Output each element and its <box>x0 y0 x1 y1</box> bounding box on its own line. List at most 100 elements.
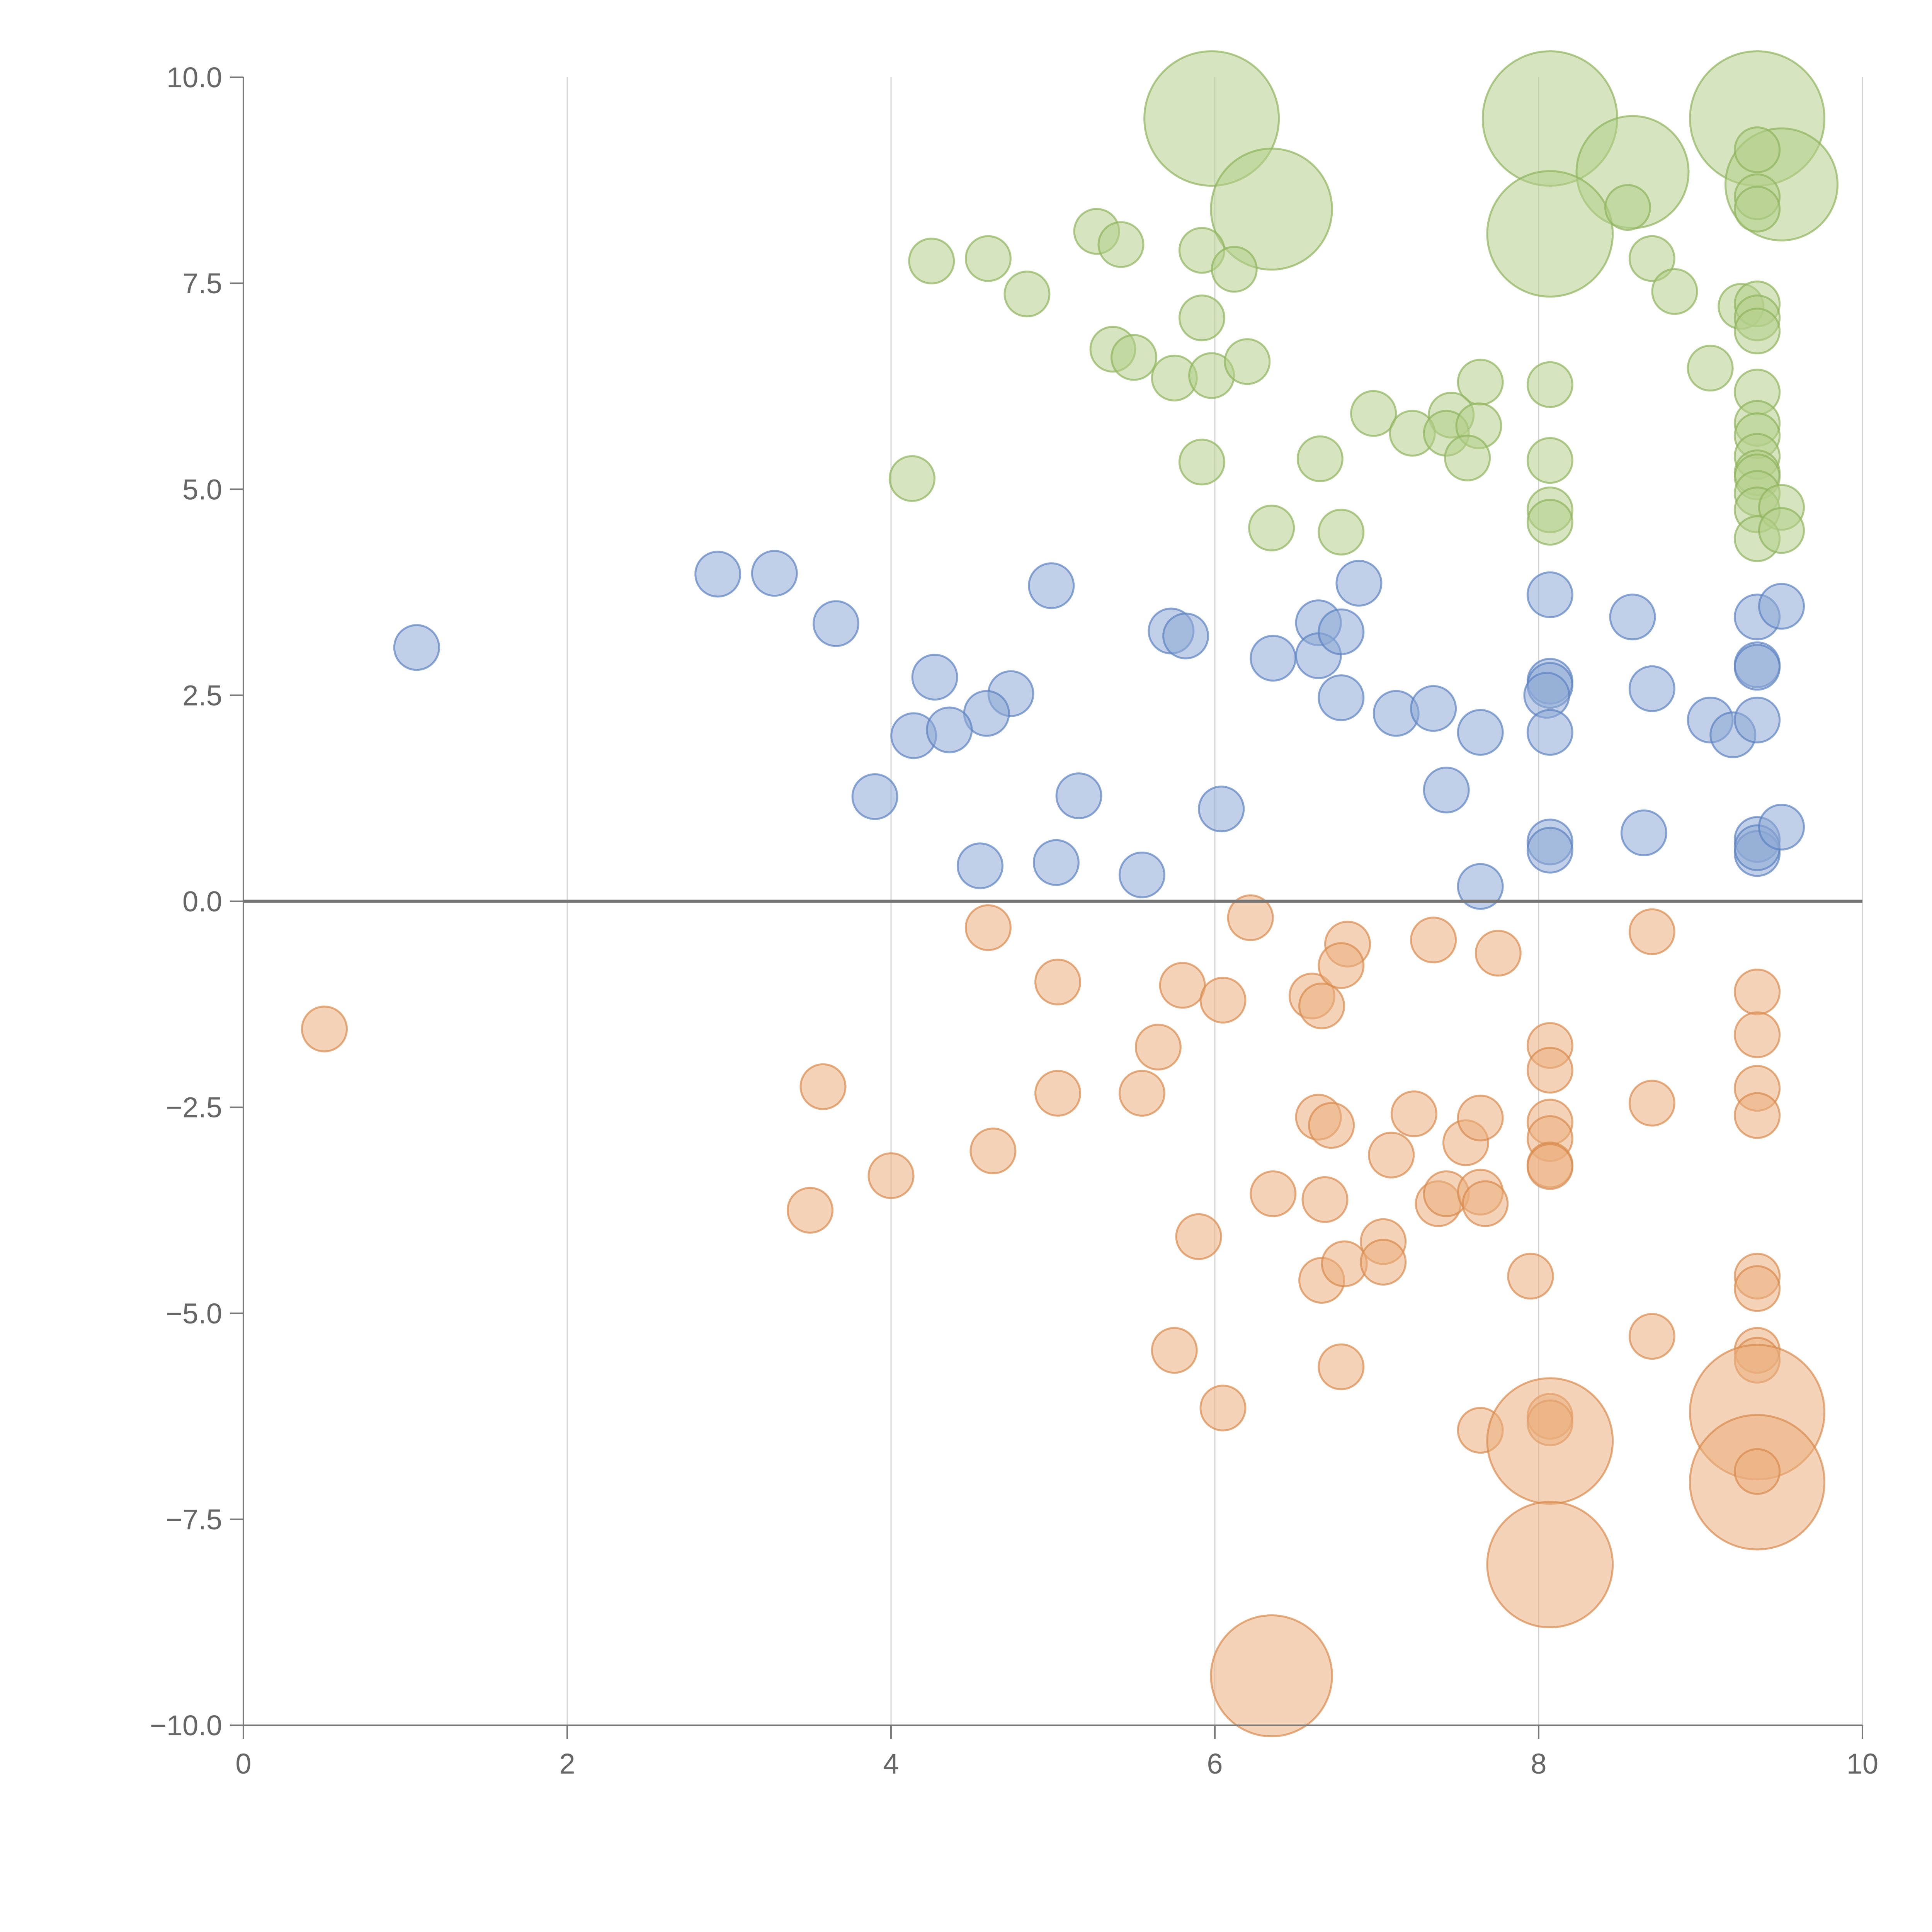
green-bubble <box>1687 345 1734 392</box>
green-bubble <box>1758 507 1805 554</box>
orange-bubble <box>1034 958 1082 1005</box>
blue-bubble <box>751 550 798 597</box>
green-bubble <box>1734 126 1781 173</box>
green-bubble <box>1651 268 1698 315</box>
y-tick-label: −5.0 <box>166 1298 222 1330</box>
blue-bubble <box>851 773 898 820</box>
orange-bubble <box>1151 1327 1198 1374</box>
orange-bubble <box>964 904 1012 951</box>
green-bubble <box>1296 435 1344 482</box>
green-bubble <box>1097 221 1145 268</box>
blue-bubble <box>1758 804 1805 851</box>
blue-bubble <box>1055 772 1102 820</box>
orange-bubble <box>301 1005 348 1053</box>
y-tick-label: −10.0 <box>150 1709 222 1742</box>
orange-bubble <box>1318 942 1365 989</box>
orange-bubble <box>1526 1143 1573 1190</box>
orange-bubble <box>1475 930 1522 977</box>
orange-bubble <box>1298 982 1345 1029</box>
blue-bubble <box>1758 583 1805 630</box>
blue-bubble <box>1335 560 1383 607</box>
blue-bubble <box>1198 786 1245 833</box>
green-bubble <box>1178 294 1225 342</box>
blue-bubble <box>1457 709 1504 756</box>
orange-bubble <box>867 1152 915 1199</box>
orange-bubble <box>1199 1384 1247 1432</box>
y-tick-label: 0.0 <box>182 886 222 918</box>
orange-bubble <box>1210 1614 1333 1738</box>
orange-bubble <box>1227 894 1274 941</box>
orange-bubble <box>1526 1047 1573 1094</box>
blue-bubble <box>926 706 973 753</box>
orange-bubble <box>1199 976 1247 1024</box>
orange-bubble <box>1507 1253 1554 1300</box>
blue-bubble <box>1526 571 1573 618</box>
axes: 10.0 7.5 5.0 2.5 0.0 −2.5 −5.0 −7.5 −10.0 0 2 4 6 8 10 <box>150 61 1878 1780</box>
y-tick-label: 2.5 <box>182 679 222 711</box>
green-bubble <box>1628 235 1675 282</box>
green-bubble <box>1350 390 1397 437</box>
orange-bubble <box>1734 1011 1781 1058</box>
green-bubble <box>1526 361 1573 408</box>
orange-bubble <box>1410 917 1457 964</box>
blue-bubble <box>694 551 742 598</box>
blue-bubble <box>1032 839 1080 886</box>
orange-bubble <box>1486 1377 1614 1505</box>
orange-bubble <box>1118 1070 1165 1117</box>
blue-bubble <box>956 842 1003 889</box>
orange-bubble <box>1159 962 1206 1009</box>
blue-bubble <box>1457 863 1504 910</box>
green-bubble <box>1734 185 1781 233</box>
green-bubble <box>1734 308 1781 355</box>
orange-bubble <box>1457 1094 1504 1141</box>
green-bubble <box>1604 184 1651 231</box>
orange-bubble <box>1628 1313 1675 1360</box>
green-bubble <box>1248 504 1295 551</box>
green-bubble <box>964 235 1012 282</box>
blue-bubble <box>1423 767 1470 814</box>
x-tick-label: 10 <box>1847 1748 1878 1780</box>
blue-bubble <box>1250 634 1297 682</box>
blue-bubble <box>1526 709 1573 756</box>
orange-bubble <box>1734 1448 1781 1495</box>
blue-bubble <box>1318 608 1365 655</box>
orange-bubble <box>1318 1343 1365 1390</box>
blue-bubble <box>1028 562 1075 609</box>
blue-bubble <box>1734 644 1781 691</box>
green-bubble <box>1526 499 1573 546</box>
orange-bubble <box>1034 1070 1082 1117</box>
y-tick-label: 7.5 <box>182 267 222 299</box>
x-tick-label: 6 <box>1207 1748 1223 1780</box>
green-bubble <box>1178 439 1225 486</box>
y-tick-label: −2.5 <box>166 1092 222 1124</box>
orange-bubble <box>1486 1501 1614 1629</box>
orange-bubble <box>1308 1102 1355 1149</box>
blue-bubble <box>393 624 440 671</box>
green-bubble <box>1111 334 1157 381</box>
y-tick-label: 10.0 <box>167 61 222 94</box>
orange-bubble <box>1250 1170 1297 1218</box>
x-tick-label: 2 <box>559 1748 575 1780</box>
orange-bubble <box>799 1063 847 1110</box>
orange-bubble <box>1628 1080 1675 1127</box>
green-bubble <box>1143 50 1280 187</box>
blue-bubble <box>1734 696 1781 743</box>
orange-bubble <box>1628 908 1675 955</box>
orange-bubble <box>1360 1239 1407 1286</box>
orange-bubble <box>787 1187 833 1234</box>
blue-bubble <box>1628 665 1675 712</box>
orange-bubble <box>1462 1180 1509 1227</box>
green-bubble <box>1526 437 1573 484</box>
blue-bubble <box>813 600 860 647</box>
data-points <box>301 50 1838 1738</box>
blue-bubble <box>1620 810 1667 857</box>
green-bubble <box>1211 246 1258 293</box>
blue-bubble <box>1318 674 1365 721</box>
x-tick-label: 4 <box>883 1748 899 1780</box>
green-bubble <box>1003 270 1051 318</box>
orange-bubble <box>1734 1092 1781 1139</box>
green-bubble <box>888 455 935 502</box>
green-bubble <box>1210 148 1333 271</box>
blue-bubble <box>1162 612 1209 660</box>
